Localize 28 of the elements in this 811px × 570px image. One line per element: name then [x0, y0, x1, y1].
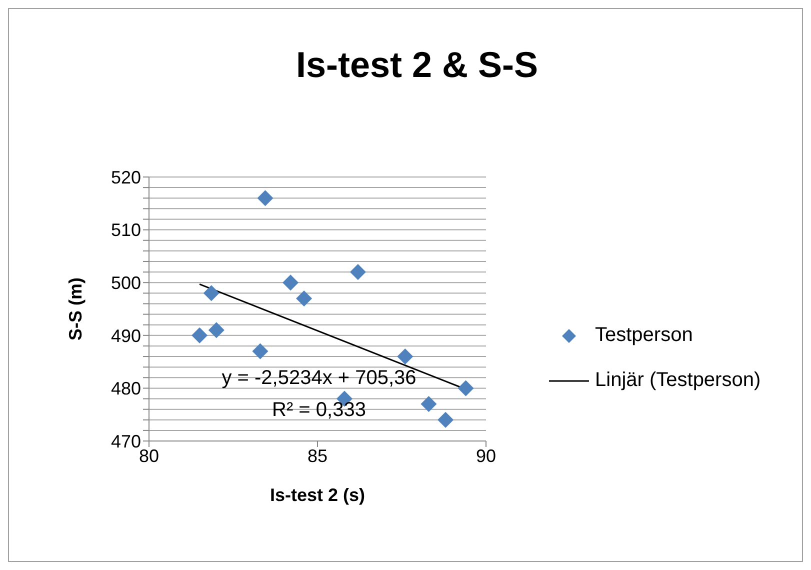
x-tick-label: 85 — [307, 446, 328, 466]
chart-title: Is-test 2 & S-S — [294, 44, 540, 86]
x-tick-label: 90 — [476, 446, 496, 466]
legend-label: Linjär (Testperson) — [595, 369, 761, 392]
x-axis-title: Is-test 2 (s) — [270, 485, 366, 505]
y-axis-title: S-S (m) — [65, 277, 86, 340]
y-tick-label: 520 — [110, 167, 141, 188]
y-tick-label: 470 — [110, 431, 141, 452]
point — [282, 274, 299, 291]
point — [296, 290, 312, 306]
point — [420, 396, 437, 412]
x-tick-label: 80 — [138, 446, 160, 466]
y-tick-label: 510 — [110, 220, 141, 240]
annotation: y = -2,5234x + 705,36 — [220, 367, 418, 390]
y-tick-label: 480 — [110, 378, 141, 399]
point — [257, 190, 274, 206]
point — [203, 285, 220, 302]
point — [458, 380, 474, 396]
point — [208, 322, 224, 338]
point — [397, 348, 414, 365]
legend-label: Testperson — [595, 324, 693, 347]
point — [192, 327, 208, 344]
y-tick-label: 500 — [110, 272, 141, 293]
annotation: R² = 0,333 — [271, 399, 367, 422]
point — [438, 412, 454, 428]
y-tick-label: 490 — [110, 326, 141, 346]
point — [350, 264, 366, 280]
point — [252, 343, 268, 360]
